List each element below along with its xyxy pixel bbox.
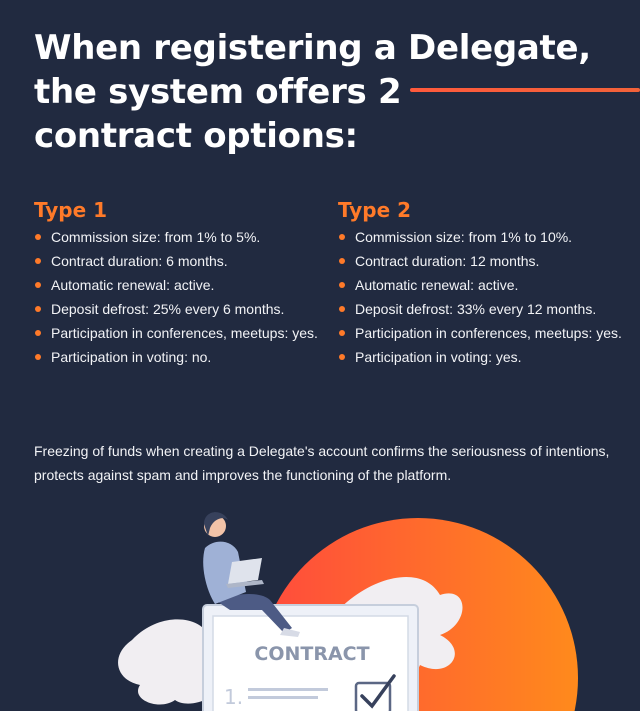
bullet-icon <box>339 258 345 264</box>
contract-document: CONTRACT 1. <box>202 604 419 711</box>
bullet-icon <box>35 234 41 240</box>
list-item: Participation in conferences, meetups: y… <box>338 321 638 345</box>
list-item: Participation in voting: no. <box>34 345 334 369</box>
list-item: Deposit defrost: 25% every 6 months. <box>34 297 334 321</box>
list-item: Deposit defrost: 33% every 12 months. <box>338 297 638 321</box>
bullet-icon <box>339 234 345 240</box>
title-line-1: When registering a Delegate, <box>34 28 591 68</box>
list-item: Contract duration: 12 months. <box>338 249 638 273</box>
page-title: When registering a Delegate, the system … <box>34 26 594 158</box>
bullet-icon <box>339 330 345 336</box>
list-item: Commission size: from 1% to 10%. <box>338 225 638 249</box>
type-2-title: Type 2 <box>338 198 412 222</box>
list-item: Participation in voting: yes. <box>338 345 638 369</box>
type-1-list: Commission size: from 1% to 5%. Contract… <box>34 225 334 369</box>
list-item: Participation in conferences, meetups: y… <box>34 321 334 345</box>
bullet-icon <box>35 354 41 360</box>
list-item: Automatic renewal: active. <box>338 273 638 297</box>
bullet-icon <box>339 354 345 360</box>
contract-label: CONTRACT <box>254 643 369 665</box>
type-1-column: Type 1 Commission size: from 1% to 5%. C… <box>34 197 334 369</box>
person-with-laptop <box>203 512 300 637</box>
list-item: Contract duration: 6 months. <box>34 249 334 273</box>
contract-list-number: 1. <box>224 685 243 709</box>
bullet-icon <box>35 306 41 312</box>
contract-illustration: CONTRACT 1. <box>118 512 578 711</box>
checkmark-icon <box>360 674 396 709</box>
list-item: Automatic renewal: active. <box>34 273 334 297</box>
title-line-2: the system offers 2 <box>34 72 402 112</box>
type-1-title: Type 1 <box>34 198 108 222</box>
bullet-icon <box>339 282 345 288</box>
title-line-3: contract options: <box>34 116 358 156</box>
bullet-icon <box>339 306 345 312</box>
list-item: Commission size: from 1% to 5%. <box>34 225 334 249</box>
bullet-icon <box>35 282 41 288</box>
accent-divider <box>410 88 640 92</box>
bullet-icon <box>35 258 41 264</box>
description-paragraph: Freezing of funds when creating a Delega… <box>34 443 610 483</box>
type-2-column: Type 2 Commission size: from 1% to 10%. … <box>338 197 638 369</box>
bullet-icon <box>35 330 41 336</box>
type-2-list: Commission size: from 1% to 10%. Contrac… <box>338 225 638 369</box>
